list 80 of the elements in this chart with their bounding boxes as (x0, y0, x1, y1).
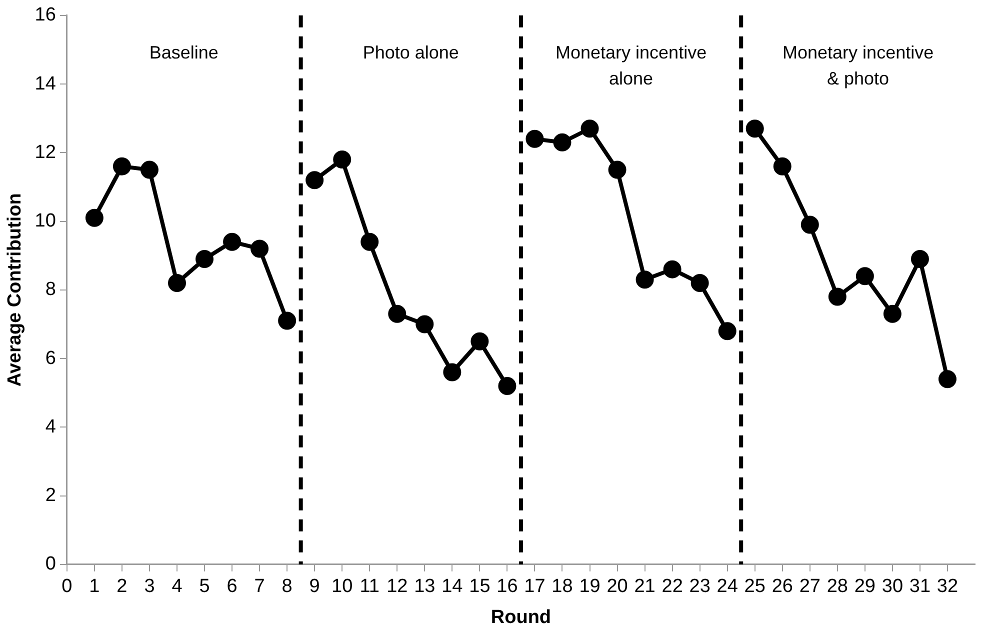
y-tick-label: 2 (45, 485, 56, 506)
x-tick-label: 23 (689, 576, 710, 598)
point (223, 232, 242, 251)
x-tick-label: 5 (199, 576, 210, 598)
x-tick-label: 28 (826, 576, 848, 598)
x-tick-label: 19 (579, 576, 600, 598)
x-tick-label: 6 (226, 576, 238, 598)
point (746, 120, 764, 138)
point (580, 120, 599, 138)
x-tick-label: 22 (662, 576, 683, 598)
point (250, 240, 269, 258)
annotation: Monetary incentive & photo (782, 42, 934, 88)
x-tick-label: 11 (360, 576, 380, 598)
point (663, 260, 682, 278)
x-tick-label: 3 (144, 576, 155, 598)
point (360, 232, 379, 251)
x-tick-label: 26 (772, 576, 793, 598)
x-tick-label: 12 (386, 576, 408, 598)
y-tick-label: 0 (45, 554, 56, 575)
x-tick-label: 10 (332, 576, 353, 598)
point (168, 274, 186, 292)
annotation: Photo alone (362, 42, 459, 62)
x-tick-label: 1 (89, 576, 100, 598)
x-tick-label: 14 (442, 576, 464, 598)
point (416, 315, 434, 334)
y-tick-label: 16 (34, 4, 56, 26)
point (85, 208, 104, 227)
point (828, 288, 846, 306)
point (856, 267, 874, 286)
point (498, 376, 516, 395)
y-tick-label: 10 (34, 210, 56, 232)
x-tick-label: 4 (172, 576, 183, 598)
x-tick-label: 18 (552, 576, 573, 598)
annotation: Monetary incentive alone (555, 42, 707, 88)
x-tick-label: 31 (909, 576, 931, 598)
x-tick-label: 25 (744, 576, 766, 598)
x-tick-label: 2 (116, 576, 128, 598)
point (333, 150, 352, 169)
point (800, 216, 819, 234)
x-tick-label: 0 (62, 576, 72, 598)
x-tick-label: 24 (716, 576, 738, 598)
x-tick-label: 17 (524, 576, 546, 598)
x-tick-label: 9 (309, 576, 320, 598)
point (278, 312, 296, 330)
x-tick-label: 15 (469, 576, 490, 598)
x-axis-title: Round (490, 606, 552, 628)
y-tick-label: 8 (45, 279, 56, 300)
point (883, 304, 902, 323)
point (636, 270, 654, 289)
point (553, 133, 572, 152)
y-tick-label: 12 (34, 142, 56, 163)
point (718, 322, 736, 340)
y-tick-label: 4 (45, 416, 56, 438)
x-tick-label: 7 (254, 576, 265, 598)
x-tick-label: 29 (854, 576, 876, 598)
point (526, 130, 544, 148)
point (470, 332, 489, 350)
x-tick-label: 30 (882, 576, 904, 598)
point (910, 250, 929, 268)
point (140, 160, 158, 179)
annotation: Baseline (149, 42, 218, 62)
point (690, 274, 709, 292)
y-tick-label: 6 (45, 348, 56, 369)
point (388, 304, 406, 323)
x-tick-label: 27 (799, 576, 820, 598)
x-tick-label: 21 (634, 576, 656, 598)
point (196, 250, 214, 268)
y-tick-label: 14 (34, 73, 56, 94)
point (938, 370, 956, 388)
point (608, 160, 626, 179)
x-tick-label: 13 (414, 576, 436, 598)
point (112, 157, 131, 176)
x-tick-label: 16 (496, 576, 518, 598)
x-tick-label: 20 (606, 576, 628, 598)
point (306, 171, 324, 190)
x-tick-label: 32 (936, 576, 958, 598)
x-tick-label: 8 (282, 576, 292, 598)
y-axis-title: Average Contribution (4, 193, 26, 387)
point (773, 157, 792, 176)
point (443, 363, 462, 382)
